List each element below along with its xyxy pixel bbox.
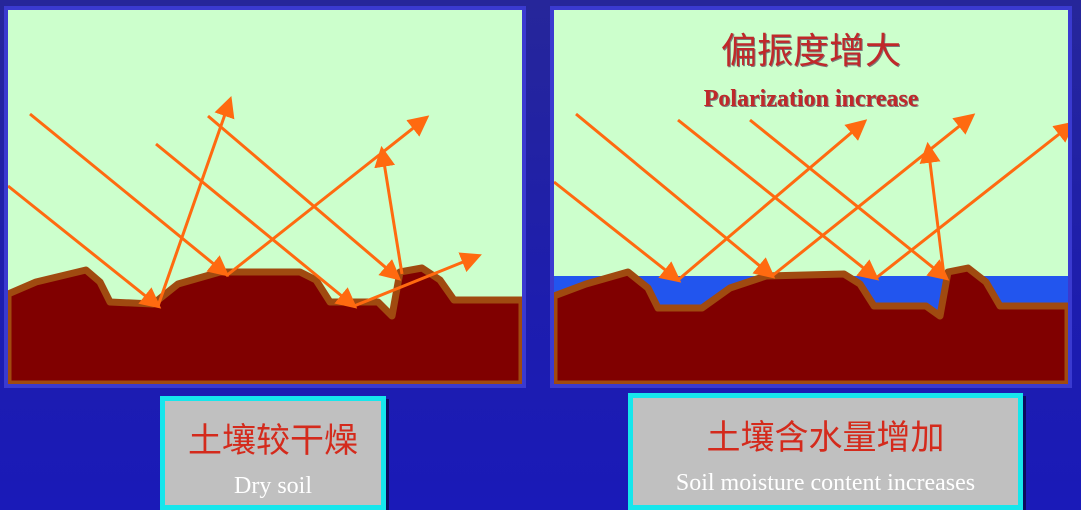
reflected-light-rays xyxy=(156,96,482,308)
caption-chinese: 土壤较干燥 xyxy=(188,423,358,460)
soil-surface xyxy=(8,264,522,384)
caption-chinese: 土壤含水量增加 xyxy=(706,420,945,457)
incident-light-rays xyxy=(554,112,950,283)
panel-title-chinese: 偏振度增大 xyxy=(720,31,901,71)
soil-surface xyxy=(554,264,1068,384)
moist-soil-caption: 土壤含水量增加 Soil moisture content increases xyxy=(628,393,1023,510)
reflected-light-rays xyxy=(677,113,1068,282)
incident-light-rays xyxy=(8,112,402,309)
caption-english: Soil moisture content increases xyxy=(675,470,976,496)
panel-title-english: Polarization increase xyxy=(703,86,919,112)
dry-soil-caption: 土壤较干燥 Dry soil xyxy=(160,396,386,510)
dry-soil-diagram xyxy=(4,6,526,388)
moist-soil-diagram: 偏振度增大 Polarization increase xyxy=(550,6,1072,388)
caption-english: Dry soil xyxy=(234,473,312,499)
moist-soil-illustration xyxy=(554,112,1068,384)
dry-soil-illustration xyxy=(8,96,522,384)
